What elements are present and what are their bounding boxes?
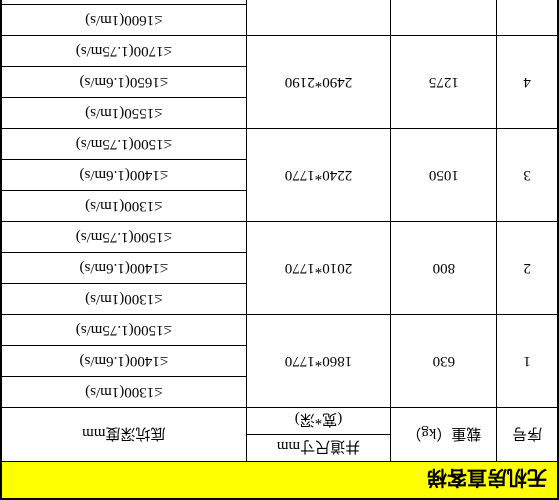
cell-shaft: 2010*1770 [246,222,391,315]
cell-depth: ≤1400(1.6m/s) [1,346,246,377]
header-shaft-top: 井道尺寸mm [246,435,391,462]
cell-shaft: 2240*1770 [246,129,391,222]
cell-depth: ≤1300(1m/s) [1,284,246,315]
table-row: 516002600*2400≤1600(1m/s) [1,5,558,36]
cell-seq: 5 [497,0,558,36]
cell-shaft: 2490*2190 [246,36,391,129]
cell-depth: ≤1650(1.6m/s) [1,67,246,98]
cell-seq: 2 [497,222,558,315]
header-seq: 序号 [497,408,558,462]
cell-depth: ≤1600(1m/s) [1,5,246,36]
cell-depth: ≤1400(1.6m/s) [1,160,246,191]
cell-depth: ≤1500(1.75m/s) [1,222,246,253]
table-row: 310502240*1770≤1300(1m/s) [1,191,558,222]
cell-depth: ≤1550(1m/s) [1,98,246,129]
cell-load: 1600 [391,0,497,36]
header-depth: 底坑深度mm [1,408,246,462]
cell-shaft: 2600*2400 [246,0,391,36]
cell-depth: ≤1700(1.75m/s) [1,36,246,67]
cell-depth: ≤1700(1.6m/s) [1,0,246,5]
cell-seq: 1 [497,315,558,408]
header-load: 载重（kg） [391,408,497,462]
cell-load: 630 [391,315,497,408]
cell-depth: ≤1500(1.75m/s) [1,315,246,346]
table-body: 16301860*1770≤1300(1m/s)≤1400(1.6m/s)≤15… [1,0,558,408]
title-text: 无机房直客梯 [427,466,547,495]
table-row: 28002010*1770≤1300(1m/s) [1,284,558,315]
cell-depth: ≤1400(1.6m/s) [1,253,246,284]
cell-seq: 3 [497,129,558,222]
table-row: 412752490*2190≤1550(1m/s) [1,98,558,129]
spec-table: 序号 载重（kg） 井道尺寸mm 底坑深度mm (宽*深) 16301860*1… [0,0,559,462]
header-row: 序号 载重（kg） 井道尺寸mm 底坑深度mm [1,435,558,462]
header-shaft-sub: (宽*深) [246,408,391,435]
table-row: 16301860*1770≤1300(1m/s) [1,377,558,408]
cell-load: 1050 [391,129,497,222]
cell-seq: 4 [497,36,558,129]
cell-load: 1275 [391,36,497,129]
cell-shaft: 1860*1770 [246,315,391,408]
cell-depth: ≤1300(1m/s) [1,377,246,408]
cell-load: 800 [391,222,497,315]
cell-depth: ≤1500(1.75m/s) [1,129,246,160]
cell-depth: ≤1300(1m/s) [1,191,246,222]
title-header: 无机房直客梯 [0,462,559,500]
